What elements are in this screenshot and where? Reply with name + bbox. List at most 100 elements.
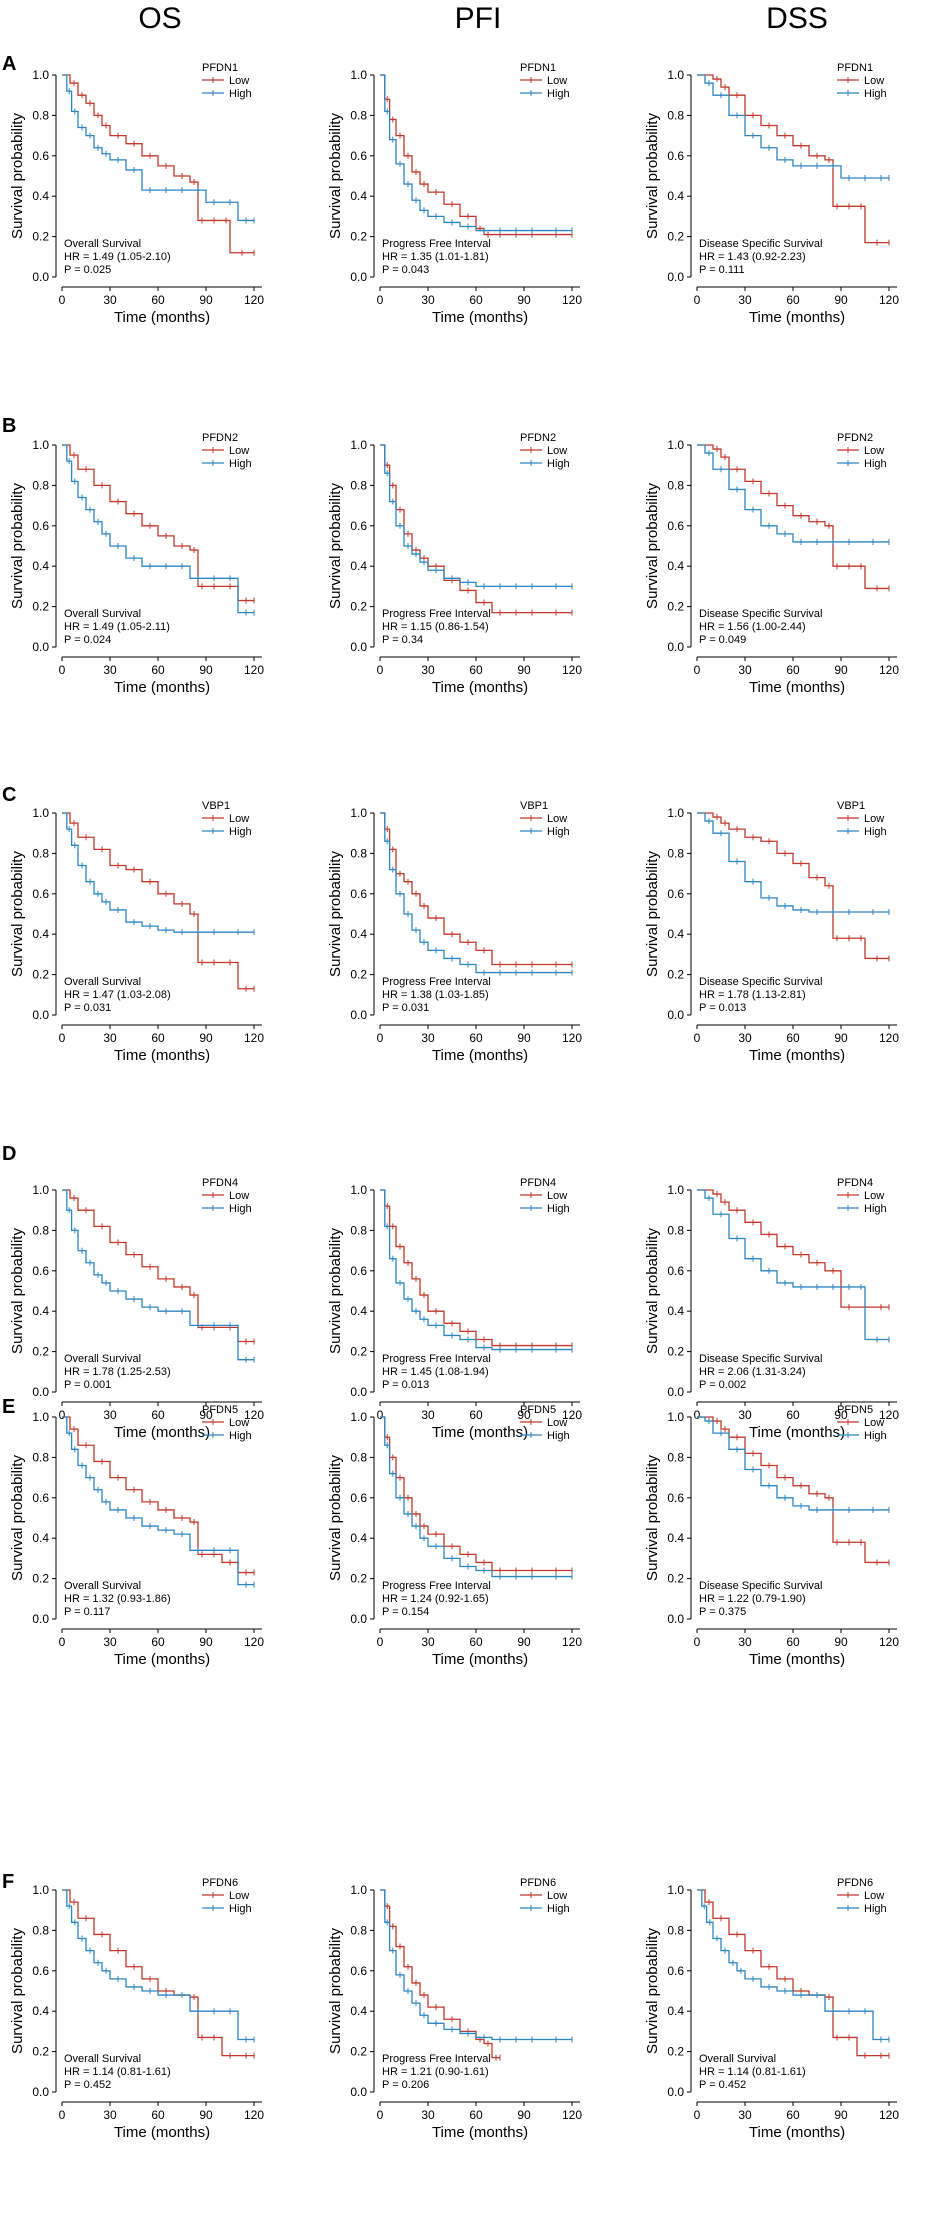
km-curve-high <box>380 444 572 588</box>
km-panel-e-dss: 0.0 0.2 0.4 0.6 0.8 1.0 0 30 60 90 120 Time (months… <box>644 1404 899 1668</box>
x-tick-label: 90 <box>199 2108 213 2122</box>
stats-hr: HR = 1.49 (1.05-2.11) <box>64 621 170 633</box>
stats-hr: HR = 1.21 (0.90-1.61) <box>382 2066 489 2078</box>
y-tick-label: 0.6 <box>350 887 367 901</box>
y-tick-label: 1.0 <box>667 1183 684 1197</box>
y-tick-label: 0.6 <box>667 887 684 901</box>
x-tick-label: 90 <box>199 1031 213 1045</box>
km-curve-high <box>697 444 889 543</box>
stats-subtitle: Disease Specific Survival <box>699 238 823 250</box>
stats-subtitle: Progress Free Interval <box>382 238 491 250</box>
panel-letter-d: D <box>2 1143 16 1165</box>
km-panel-d-os: 0.0 0.2 0.4 0.6 0.8 1.0 0 30 60 90 120 Time (months… <box>9 1177 264 1441</box>
x-tick-label: 60 <box>786 293 800 307</box>
legend-label-low: Low <box>547 1417 567 1429</box>
column-header-dss: DSS <box>766 2 828 35</box>
x-tick-label: 0 <box>59 1408 66 1422</box>
y-axis-label: Survival probability <box>9 1228 26 1354</box>
stats-p: P = 0.043 <box>382 264 429 276</box>
x-tick-label: 120 <box>244 2108 264 2122</box>
x-tick-label: 30 <box>421 1031 435 1045</box>
x-tick-label: 60 <box>151 663 165 677</box>
x-tick-label: 60 <box>469 663 483 677</box>
y-axis-label: Survival probability <box>9 1928 26 2054</box>
stats-subtitle: Progress Free Interval <box>382 608 491 620</box>
stats-subtitle: Disease Specific Survival <box>699 608 823 620</box>
x-tick-label: 0 <box>59 1635 66 1649</box>
y-tick-label: 0.4 <box>32 559 49 573</box>
km-curve-low <box>380 444 572 614</box>
stats-subtitle: Disease Specific Survival <box>699 976 823 988</box>
y-tick-label: 0.2 <box>32 230 49 244</box>
x-tick-label: 120 <box>244 1408 264 1422</box>
x-tick-label: 60 <box>151 1635 165 1649</box>
x-axis-label: Time (months) <box>114 1047 210 1064</box>
y-axis-label: Survival probability <box>327 1228 344 1354</box>
x-tick-label: 30 <box>421 2108 435 2122</box>
legend-title: PFDN1 <box>520 62 556 74</box>
x-axis-label: Time (months) <box>749 1047 845 1064</box>
km-panel-c-dss: 0.0 0.2 0.4 0.6 0.8 1.0 0 30 60 90 120 Time (months… <box>644 800 899 1064</box>
y-tick-label: 0.8 <box>350 108 367 122</box>
km-panel-f-os: 0.0 0.2 0.4 0.6 0.8 1.0 0 30 60 90 120 Time (months… <box>9 1877 264 2141</box>
x-tick-label: 90 <box>834 2108 848 2122</box>
km-panel-a-dss: 0.0 0.2 0.4 0.6 0.8 1.0 0 30 60 90 120 Time (months… <box>644 62 899 326</box>
legend-label-high: High <box>864 88 887 100</box>
x-tick-label: 30 <box>738 663 752 677</box>
stats-p: P = 0.031 <box>382 1002 429 1014</box>
x-tick-label: 120 <box>879 293 899 307</box>
y-tick-label: 0.6 <box>32 1964 49 1978</box>
y-axis-label: Survival probability <box>9 113 26 239</box>
legend-label-high: High <box>229 1903 252 1915</box>
stats-subtitle: Progress Free Interval <box>382 976 491 988</box>
legend-label-high: High <box>547 1903 570 1915</box>
legend-title: PFDN2 <box>837 432 873 444</box>
stats-subtitle: Overall Survival <box>64 1353 141 1365</box>
y-tick-label: 0.8 <box>32 846 49 860</box>
y-tick-label: 0.2 <box>350 2045 367 2059</box>
legend-label-low: Low <box>229 1190 249 1202</box>
y-tick-label: 0.2 <box>32 1345 49 1359</box>
y-tick-label: 0.8 <box>32 1923 49 1937</box>
legend-label-low: Low <box>547 75 567 87</box>
x-tick-label: 120 <box>562 293 582 307</box>
y-tick-label: 0.0 <box>32 1008 49 1022</box>
stats-p: P = 0.154 <box>382 1606 429 1618</box>
stats-subtitle: Progress Free Interval <box>382 2053 491 2065</box>
column-header-os: OS <box>138 2 181 35</box>
stats-hr: HR = 1.14 (0.81-1.61) <box>64 2066 171 2078</box>
x-tick-label: 120 <box>562 1635 582 1649</box>
x-tick-label: 90 <box>517 1635 531 1649</box>
y-tick-label: 1.0 <box>32 1410 49 1424</box>
y-tick-label: 0.8 <box>350 846 367 860</box>
y-axis-label: Survival probability <box>9 1455 26 1581</box>
legend-label-low: Low <box>229 445 249 457</box>
stats-hr: HR = 1.78 (1.13-2.81) <box>699 989 806 1001</box>
x-tick-label: 120 <box>244 1031 264 1045</box>
km-curve-low <box>62 812 254 990</box>
y-tick-label: 0.0 <box>667 1612 684 1626</box>
x-tick-label: 30 <box>103 2108 117 2122</box>
x-tick-label: 90 <box>517 293 531 307</box>
y-tick-label: 1.0 <box>350 68 367 82</box>
y-tick-label: 0.2 <box>350 600 367 614</box>
km-panel-f-pfi: 0.0 0.2 0.4 0.6 0.8 1.0 0 30 60 90 120 Time (months… <box>327 1877 582 2141</box>
column-headers: OS PFI DSS <box>138 2 828 35</box>
stats-p: P = 0.111 <box>699 264 745 276</box>
legend-label-low: Low <box>864 813 884 825</box>
y-tick-label: 0.4 <box>350 1304 367 1318</box>
x-tick-label: 0 <box>694 2108 701 2122</box>
legend-label-low: Low <box>864 1190 884 1202</box>
km-curve-high <box>697 1889 889 2041</box>
legend-label-high: High <box>547 1203 570 1215</box>
y-tick-label: 0.2 <box>32 600 49 614</box>
x-tick-label: 30 <box>103 1635 117 1649</box>
legend-title: PFDN1 <box>202 62 238 74</box>
y-tick-label: 0.4 <box>32 2004 49 2018</box>
y-tick-label: 0.4 <box>667 559 684 573</box>
legend-label-high: High <box>229 88 252 100</box>
x-tick-label: 60 <box>786 1635 800 1649</box>
y-tick-label: 0.8 <box>350 1923 367 1937</box>
x-tick-label: 90 <box>834 1408 848 1422</box>
